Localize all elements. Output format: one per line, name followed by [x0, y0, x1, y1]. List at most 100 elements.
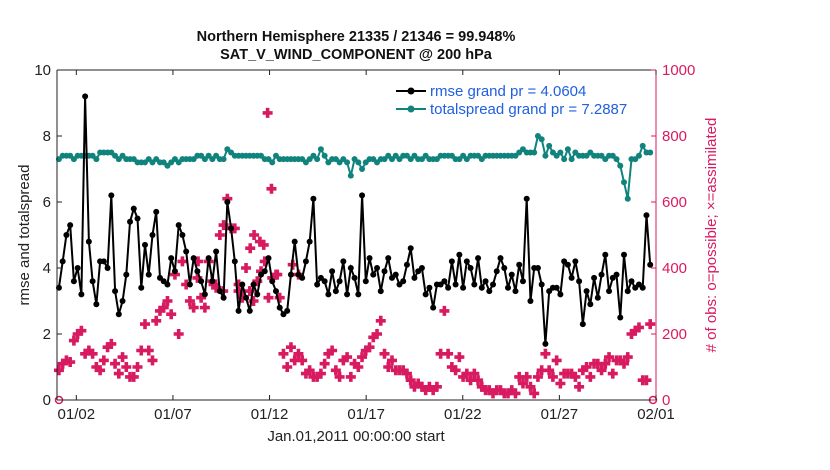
rmse-point	[441, 278, 448, 285]
x-tick-label: 01/02	[58, 406, 96, 423]
rmse-point	[579, 321, 586, 328]
y-left-tick-label: 8	[43, 128, 51, 145]
obs-marker	[330, 365, 341, 376]
rmse-point	[377, 288, 384, 295]
rmse-point	[205, 255, 212, 262]
obs-marker	[428, 385, 439, 396]
rmse-point	[171, 268, 178, 275]
rmse-point	[336, 278, 343, 285]
rmse-point	[235, 307, 242, 314]
rmse-point	[456, 251, 463, 258]
rmse-point	[482, 278, 489, 285]
x-tick-label: 02/01	[637, 406, 675, 423]
obs-marker	[140, 319, 151, 330]
y-left-tick-label: 10	[34, 62, 51, 79]
obs-marker	[431, 381, 442, 392]
rmse-point	[385, 255, 392, 262]
rmse-point	[516, 261, 523, 268]
rmse-point	[366, 255, 373, 262]
legend-label: rmse grand pr = 4.0604	[430, 83, 586, 100]
rmse-point	[452, 281, 459, 288]
obs-marker	[193, 256, 204, 267]
legend-label: totalspread grand pr = 7.2887	[430, 101, 627, 118]
rmse-point	[127, 218, 134, 225]
rmse-point	[265, 255, 272, 262]
totalspread-point	[321, 152, 328, 159]
obs-marker	[304, 365, 315, 376]
obs-marker	[345, 371, 356, 382]
obs-marker	[473, 375, 484, 386]
obs-marker	[199, 302, 210, 313]
rmse-point	[512, 288, 519, 295]
rmse-point	[145, 271, 152, 278]
rmse-point	[602, 251, 609, 258]
obs-marker	[237, 292, 248, 303]
obs-marker	[166, 309, 177, 320]
rmse-point	[628, 278, 635, 285]
obs-marker	[566, 368, 577, 379]
rmse-point	[523, 195, 530, 202]
rmse-point	[347, 265, 354, 271]
obs-marker	[282, 362, 293, 372]
rmse-point	[411, 274, 418, 281]
obs-marker	[218, 220, 229, 231]
rmse-point	[142, 241, 149, 248]
obs-marker	[272, 269, 283, 280]
obs-marker	[461, 368, 472, 379]
rmse-point	[639, 284, 646, 291]
rmse-point	[478, 284, 485, 291]
totalspread-point	[355, 159, 362, 166]
obs-marker	[91, 362, 102, 372]
obs-marker	[300, 368, 311, 379]
rmse-point	[179, 232, 186, 238]
obs-marker	[368, 332, 379, 343]
rmse-point	[299, 274, 306, 281]
obs-marker	[521, 371, 532, 382]
rmse-point	[220, 294, 227, 301]
rmse-point	[134, 215, 141, 222]
totalspread-point	[314, 156, 321, 163]
rmse-point	[527, 298, 534, 304]
rmse-point	[149, 232, 156, 238]
rmse-point	[269, 278, 276, 285]
rmse-point	[519, 278, 526, 285]
obs-marker	[289, 355, 300, 366]
totalspread-point	[624, 195, 631, 202]
rmse-point	[100, 258, 107, 265]
totalspread-point	[344, 159, 351, 166]
obs-marker	[222, 193, 233, 204]
obs-marker	[570, 371, 581, 382]
x-tick-label: 01/22	[444, 406, 482, 423]
y-axis-right-label: # of obs: o=possible; ×=assimilated	[703, 118, 720, 353]
y-right-tick-label: 800	[662, 128, 687, 145]
obs-marker	[262, 107, 273, 118]
rmse-point	[643, 212, 650, 219]
rmse-point	[194, 268, 201, 275]
obs-marker	[334, 371, 345, 382]
rmse-point	[418, 265, 425, 271]
rmse-point	[621, 251, 628, 258]
y-right-tick-label: 1000	[662, 62, 695, 79]
obs-marker	[293, 348, 304, 359]
obs-marker	[233, 286, 244, 297]
obs-marker	[379, 348, 390, 359]
obs-marker	[214, 230, 225, 240]
rmse-point	[381, 268, 388, 275]
obs-marker	[76, 325, 87, 336]
rmse-point	[224, 199, 231, 205]
obs-marker	[517, 378, 528, 389]
obs-marker	[525, 381, 536, 392]
obs-marker	[323, 348, 334, 359]
rmse-point	[119, 298, 126, 304]
obs-marker	[113, 368, 124, 379]
obs-marker	[465, 375, 476, 386]
y-right-tick-label: 400	[662, 260, 687, 277]
rmse-point	[168, 255, 175, 262]
rmse-point	[400, 278, 407, 285]
obs-marker	[375, 315, 386, 326]
totalspread-point	[621, 179, 628, 186]
rmse-point	[183, 248, 190, 255]
obs-marker	[413, 378, 424, 389]
rmse-point	[591, 274, 598, 281]
rmse-point	[175, 222, 182, 229]
